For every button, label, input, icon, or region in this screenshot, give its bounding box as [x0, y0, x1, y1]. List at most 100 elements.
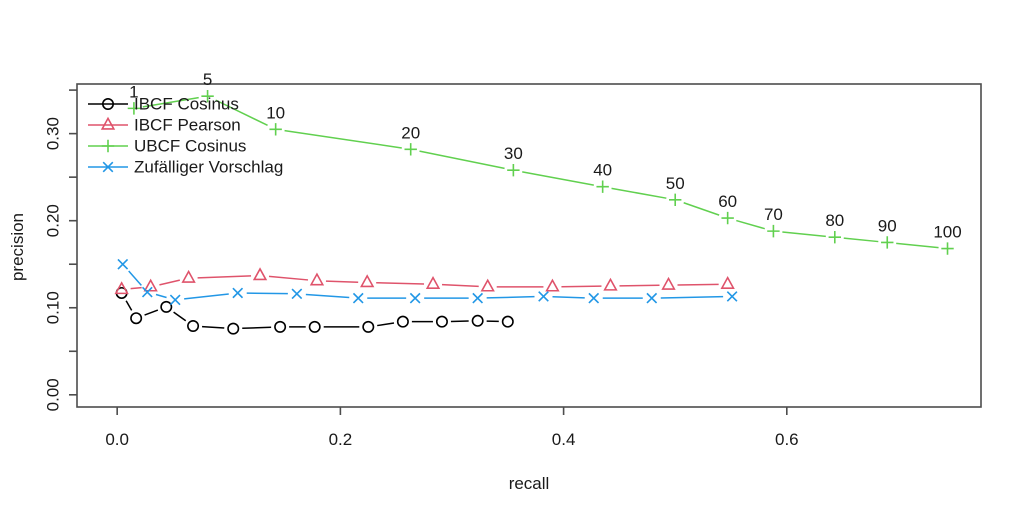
legend-label: Zufälliger Vorschlag: [134, 158, 283, 177]
point-label: 1: [129, 82, 138, 101]
x-marker: [117, 258, 129, 270]
series-segment: [128, 270, 142, 286]
circle-marker: [396, 315, 409, 328]
plus-marker: [881, 236, 894, 249]
triangle-marker: [425, 275, 441, 289]
point-label: 30: [504, 144, 523, 163]
y-tick-label: 0.30: [44, 117, 63, 150]
x-tick-label: 0.0: [105, 430, 129, 449]
series-segment: [376, 281, 425, 285]
series-segment: [130, 286, 142, 290]
legend-label: IBCF Cosinus: [134, 95, 239, 114]
series-segment: [242, 326, 272, 330]
triangle-marker: [480, 278, 495, 292]
series-segment: [561, 285, 602, 288]
circle-marker: [362, 320, 375, 333]
plus-marker: [127, 102, 141, 115]
triangle-marker: [114, 281, 129, 295]
circle-marker: [130, 312, 143, 325]
triangle-marker: [720, 275, 735, 289]
plus-marker: [767, 224, 780, 238]
plus-marker: [828, 231, 841, 244]
series-segment: [782, 231, 826, 238]
series-segment: [202, 325, 225, 329]
series-segment: [896, 242, 939, 249]
series-segment: [677, 283, 719, 286]
series-segment: [173, 311, 187, 322]
point-label: 20: [401, 123, 420, 142]
triangle-marker: [360, 274, 375, 288]
triangle-marker: [252, 267, 268, 281]
x-marker: [538, 291, 549, 302]
x-tick-label: 0.4: [552, 430, 576, 449]
plus-marker: [507, 163, 520, 177]
triangle-marker: [181, 269, 196, 283]
x-tick-label: 0.2: [329, 430, 353, 449]
series-segment: [522, 171, 594, 186]
x-marker: [141, 286, 153, 298]
x-marker: [409, 292, 421, 304]
point-label: 50: [666, 174, 685, 193]
plus-marker: [596, 180, 609, 193]
series-segment: [611, 187, 667, 199]
x-marker: [169, 294, 181, 306]
plus-marker: [941, 242, 954, 255]
plus-marker: [101, 139, 115, 153]
series-segment: [159, 279, 181, 286]
series-segment: [843, 237, 879, 243]
x-marker: [102, 161, 114, 173]
x-marker: [588, 292, 600, 304]
series-segment: [268, 275, 309, 281]
point-label: 80: [825, 211, 844, 230]
circle-marker: [227, 322, 240, 335]
x-tick-label: 0.6: [775, 430, 799, 449]
x-marker: [291, 288, 303, 300]
circle-marker: [102, 98, 115, 111]
plus-marker: [201, 89, 214, 103]
series-segment: [125, 300, 133, 311]
series-segment: [419, 150, 505, 170]
point-label: 60: [718, 192, 737, 211]
x-marker: [472, 292, 484, 304]
x-axis-title: recall: [508, 474, 550, 493]
circle-marker: [501, 315, 514, 328]
series-segment: [184, 293, 229, 300]
series-segment: [144, 309, 159, 316]
circle-marker: [471, 314, 484, 327]
circle-marker: [308, 320, 321, 333]
legend-label: IBCF Pearson: [134, 116, 241, 135]
triangle-marker: [100, 116, 116, 130]
series-segment: [197, 275, 252, 279]
series-segment: [142, 96, 199, 108]
series-segment: [215, 99, 268, 127]
series-segment: [552, 295, 585, 299]
plot-box: [76, 83, 982, 408]
series-segment: [486, 295, 535, 299]
x-marker: [646, 292, 658, 304]
circle-marker: [435, 315, 448, 328]
series-segment: [246, 292, 288, 295]
plus-marker: [669, 193, 682, 206]
plus-marker: [269, 123, 282, 136]
series-segment: [683, 202, 720, 216]
point-label: 5: [203, 70, 212, 89]
legend-label: UBCF Cosinus: [134, 137, 246, 156]
triangle-marker: [143, 278, 158, 292]
y-tick-label: 0.10: [44, 291, 63, 324]
circle-marker: [160, 300, 173, 313]
series-segment: [619, 284, 660, 287]
circle-marker: [274, 320, 287, 333]
y-tick-label: 0.20: [44, 204, 63, 237]
point-label: 90: [878, 216, 897, 235]
y-axis-title: precision: [8, 212, 27, 282]
triangle-marker: [309, 272, 325, 286]
plus-marker: [721, 211, 734, 225]
series-segment: [660, 295, 724, 299]
point-label: 10: [266, 103, 285, 122]
point-label: 70: [764, 205, 783, 224]
plus-marker: [404, 143, 417, 156]
circle-marker: [187, 320, 200, 333]
series-segment: [284, 129, 402, 149]
